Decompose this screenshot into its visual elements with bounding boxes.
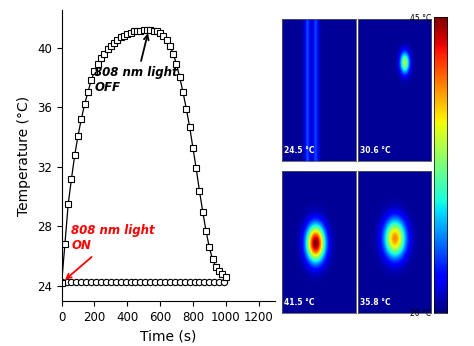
Text: 808 nm light
ON: 808 nm light ON (66, 225, 155, 279)
Text: 35.8 °C: 35.8 °C (360, 298, 391, 307)
Text: 30.6 °C: 30.6 °C (360, 146, 391, 155)
X-axis label: Time (s): Time (s) (140, 329, 196, 343)
Y-axis label: Temperature (°C): Temperature (°C) (18, 95, 31, 216)
Text: 808 nm light
OFF: 808 nm light OFF (94, 35, 178, 94)
Text: 41.5 °C: 41.5 °C (284, 298, 315, 307)
Text: 24.5 °C: 24.5 °C (284, 146, 315, 155)
